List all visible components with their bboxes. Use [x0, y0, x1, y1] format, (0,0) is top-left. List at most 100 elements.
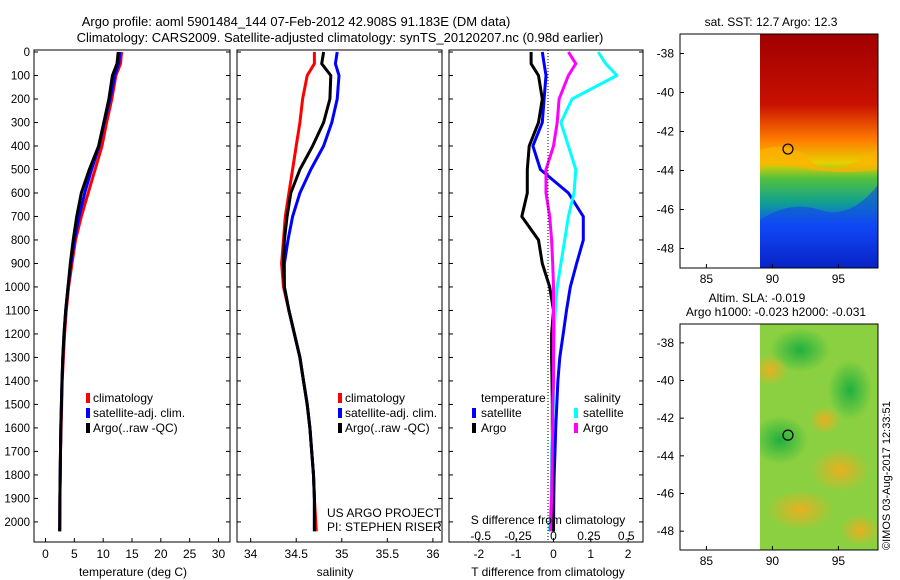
y-tick-label: 1000 — [4, 282, 30, 294]
difference-xlabel: T difference from climatology — [471, 565, 625, 579]
sla-blob — [828, 360, 872, 420]
difference-top-label: S difference from climatology — [471, 513, 626, 527]
salinity-plot: 34 34.5 35 35.5 36 — [237, 51, 442, 561]
sla-map-subtitle: Argo h1000: -0.023 h2000: -0.031 — [686, 305, 866, 319]
y-tick-label: 1200 — [4, 329, 30, 341]
y-tick-label: 1300 — [4, 352, 30, 364]
series-line-argo-raw-qc- — [282, 51, 333, 532]
y-tick-label: 400 — [11, 141, 30, 153]
y-tick-label: 600 — [11, 188, 30, 200]
y-tick-label: 500 — [11, 164, 30, 176]
map-x-tick-label: 95 — [832, 272, 846, 286]
sst-front-green — [760, 146, 878, 173]
x-tick-label: 35.5 — [376, 547, 400, 561]
sla-blob — [809, 406, 841, 434]
legend-swatch-sal-argo — [574, 423, 578, 433]
x-tick-label: 25 — [183, 547, 197, 561]
map-x-tick-label: 90 — [766, 272, 780, 286]
sla-blob — [770, 328, 830, 372]
sla-map-frame — [679, 323, 879, 551]
x-tick-label: -1 — [511, 547, 522, 561]
salinity-panel-frame — [236, 49, 443, 543]
temperature-plot: 0 5 10 15 20 25 300100200300400500600700800900… — [4, 47, 230, 561]
legend-swatch-satellite — [86, 408, 90, 418]
difference-plot: -2 -1 0 1 2 -0.5 -0.25 0 0.25 0.5 — [449, 51, 643, 561]
legend-swatch-argo — [86, 423, 90, 433]
x-tick-label: 10 — [96, 547, 110, 561]
sla-blob — [760, 354, 788, 386]
salinity-xlabel: salinity — [317, 565, 354, 579]
y-tick-label: 200 — [11, 94, 30, 106]
series-line-salinity-argo — [544, 51, 578, 532]
y-tick-label: 1800 — [4, 470, 30, 482]
y-tick-label: 700 — [11, 211, 30, 223]
series-line-temperature-satellite — [531, 51, 585, 532]
y-tick-label: 1100 — [5, 305, 30, 317]
map-y-tick-label: -40 — [657, 374, 675, 388]
sst-argo-marker — [782, 143, 794, 155]
temperature-legend: climatology satellite-adj. clim. Argo(..… — [86, 391, 185, 435]
map-y-tick-label: -48 — [657, 242, 675, 256]
map-y-tick-label: -44 — [657, 164, 675, 178]
sst-heatmap — [760, 34, 878, 268]
x-tick-label: 34.5 — [285, 547, 309, 561]
sla-blob — [840, 514, 878, 546]
legend-swatch-satellite — [338, 408, 342, 418]
legend-label-climatology: climatology — [93, 391, 153, 405]
map-x-tick-label: 90 — [766, 554, 780, 568]
legend-label-climatology: climatology — [345, 391, 405, 405]
legend-swatch-argo — [338, 423, 342, 433]
x-tick-label: 2 — [625, 547, 632, 561]
header-line1: Argo profile: aoml 5901484_144 07-Feb-20… — [82, 14, 511, 29]
legend-swatch-climatology — [338, 393, 342, 403]
y-tick-label: 1400 — [4, 376, 30, 388]
map-y-tick-label: -46 — [657, 487, 675, 501]
map-y-tick-label: -42 — [657, 125, 675, 139]
map-y-tick-label: -48 — [657, 524, 675, 538]
salinity-legend: climatology satellite-adj. clim. Argo(..… — [338, 391, 437, 435]
y-tick-label: 0 — [24, 47, 30, 59]
sst-map-title: sat. SST: 12.7 Argo: 12.3 — [705, 15, 838, 29]
map-y-tick-label: -38 — [657, 336, 675, 350]
map-y-tick-label: -46 — [657, 203, 675, 217]
y-tick-label: 2000 — [4, 517, 30, 529]
map-x-tick-label: 85 — [700, 554, 714, 568]
x-tick-label: 20 — [154, 547, 168, 561]
x-tick-label: 15 — [125, 547, 139, 561]
x-tick-label: 34 — [244, 547, 258, 561]
top-x-tick-label: -0.5 — [470, 529, 491, 543]
top-x-tick-label: -0.25 — [504, 529, 532, 543]
map-y-tick-label: -40 — [657, 86, 675, 100]
sla-map-title: Altim. SLA: -0.019 — [709, 291, 806, 305]
temperature-xlabel: temperature (deg C) — [79, 565, 187, 579]
legend-label-argo: Argo(..raw -QC) — [93, 421, 178, 435]
sla-map-axes: 85 90 95 -38 -40 -42 -44 -46 -48 — [657, 336, 846, 568]
top-x-tick-label: 0.25 — [577, 529, 601, 543]
x-tick-label: 1 — [587, 547, 594, 561]
x-tick-label: -2 — [474, 547, 485, 561]
y-tick-label: 1500 — [4, 399, 30, 411]
difference-panel-frame — [448, 49, 644, 543]
y-tick-label: 300 — [11, 117, 30, 129]
header-line2: Climatology: CARS2009. Satellite-adjuste… — [77, 30, 604, 45]
top-x-tick-label: 0.5 — [618, 529, 635, 543]
top-x-tick-label: 0 — [550, 529, 557, 543]
map-y-tick-label: -44 — [657, 449, 675, 463]
sla-heatmap — [760, 324, 878, 550]
legend-label-temp-satellite: satellite — [481, 406, 522, 420]
difference-legend: temperature salinity satellite Argo sate… — [472, 391, 624, 435]
temperature-panel-frame — [33, 49, 231, 543]
x-tick-label: 0 — [550, 547, 557, 561]
map-y-tick-label: -42 — [657, 411, 675, 425]
legend-title-temperature: temperature — [481, 391, 546, 405]
y-tick-label: 1700 — [4, 446, 30, 458]
legend-label-temp-argo: Argo — [481, 421, 507, 435]
sst-map-frame — [679, 33, 879, 269]
sst-front-blue — [760, 185, 878, 268]
y-tick-label: 100 — [11, 70, 30, 82]
timestamp: ©IMOS 03-Aug-2017 12:33:51 — [881, 401, 893, 550]
y-tick-label: 1600 — [4, 423, 30, 435]
legend-swatch-temp-argo — [472, 423, 476, 433]
y-tick-label: 800 — [11, 235, 30, 247]
map-y-tick-label: -38 — [657, 47, 675, 61]
